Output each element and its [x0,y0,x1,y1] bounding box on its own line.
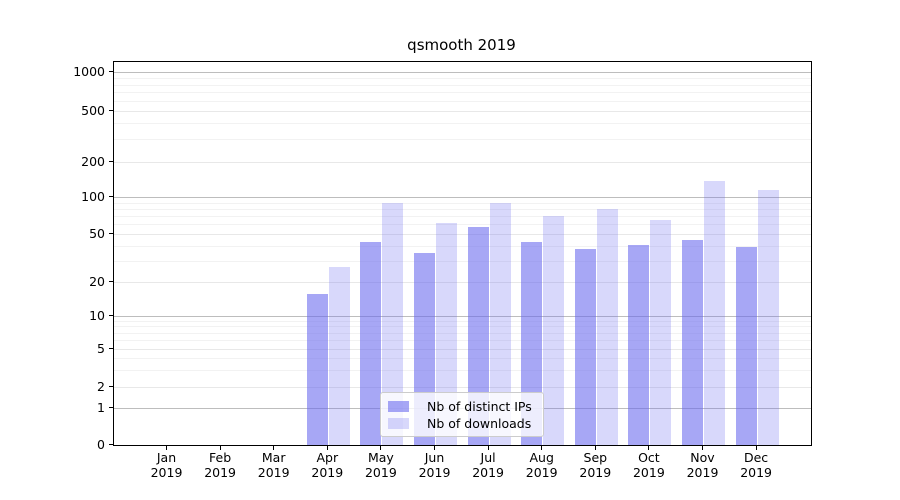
minor-gridline [114,215,811,217]
y-tick-mark [109,232,113,234]
minor-gridline [114,340,811,342]
bar-downloads [489,202,511,445]
x-tick-label: Jun 2019 [418,450,451,480]
gridline [114,71,811,73]
minor-gridline [114,224,811,226]
x-tick-mark [326,446,328,450]
y-tick-mark [109,70,113,72]
gridline [114,110,811,112]
minor-gridline [114,369,811,371]
bar-distinct-ips [467,227,489,445]
y-tick-label: 0 [97,436,105,452]
x-tick-label: Apr 2019 [311,450,344,480]
minor-gridline [114,357,811,359]
minor-gridline [114,332,811,334]
x-tick-label: Mar 2019 [257,450,290,480]
x-tick-label: Oct 2019 [632,450,665,480]
bar-downloads [757,189,779,445]
legend-item-downloads: Nb of downloads [388,415,536,431]
minor-gridline [114,208,811,210]
bar-distinct-ips [735,247,757,445]
gridline [114,386,811,388]
bar-distinct-ips [628,244,650,445]
y-tick-mark [109,407,113,409]
minor-gridline [114,92,811,94]
y-tick-mark [109,347,113,349]
bar-downloads [382,202,404,445]
gridline [114,315,811,317]
bar-downloads [436,222,457,445]
minor-gridline [114,260,811,262]
bar-downloads [543,215,565,445]
minor-gridline [114,77,811,79]
legend-label-distinct-ips: Nb of distinct IPs [427,398,532,414]
y-tick-label: 10 [89,307,105,323]
legend-swatch-distinct-ips [388,400,409,412]
gridline [114,282,811,284]
x-tick-mark [594,446,596,450]
x-tick-label: Feb 2019 [204,450,236,480]
gridline [114,197,811,198]
x-tick-mark [219,446,221,450]
x-tick-mark [380,446,382,450]
y-tick-mark [109,314,113,316]
bar-distinct-ips [574,248,596,445]
x-tick-label: Nov 2019 [686,450,719,480]
minor-gridline [114,139,811,141]
y-tick-mark [109,385,113,387]
x-tick-label: Aug 2019 [525,450,558,480]
bar-downloads [650,219,672,445]
x-tick-mark [487,446,489,450]
x-tick-mark [755,446,757,450]
y-tick-label: 100 [81,189,105,204]
y-tick-label: 500 [81,102,105,118]
legend-swatch-downloads [388,417,409,429]
bar-downloads [328,266,350,445]
minor-gridline [114,326,811,328]
bar-downloads [704,181,725,445]
x-tick-label: Dec 2019 [740,450,772,480]
x-tick-label: May 2019 [364,450,397,480]
y-tick-label: 20 [89,274,105,290]
y-tick-mark [109,196,113,197]
y-tick-mark [109,281,113,283]
x-tick-mark [702,446,703,450]
y-tick-mark [109,160,113,162]
bar-downloads [596,208,618,445]
x-tick-mark [434,446,435,450]
x-tick-mark [166,446,167,450]
minor-gridline [114,202,811,204]
minor-gridline [114,245,811,247]
legend: Nb of distinct IPs Nb of downloads [380,392,544,437]
y-tick-label: 1000 [73,63,105,79]
y-tick-label: 2 [97,378,105,394]
plot-area [113,61,812,446]
y-tick-label: 50 [89,225,105,241]
y-tick-label: 5 [97,340,105,356]
y-tick-mark [109,109,113,111]
legend-item-distinct-ips: Nb of distinct IPs [388,398,536,414]
minor-gridline [114,84,811,86]
bar-distinct-ips [360,242,382,445]
x-tick-label: Sep 2019 [579,450,612,480]
x-tick-mark [648,446,650,450]
chart-title: qsmooth 2019 [407,36,516,54]
gridline [114,161,811,163]
bar-distinct-ips [682,239,703,445]
legend-label-downloads: Nb of downloads [427,415,532,431]
gridline [114,348,811,350]
y-tick-label: 200 [81,153,105,169]
y-tick-label: 1 [97,400,105,416]
bar-distinct-ips [306,293,328,445]
minor-gridline [114,123,811,125]
x-tick-label: Jul 2019 [472,450,504,480]
x-tick-mark [273,446,275,450]
x-tick-mark [541,446,543,450]
minor-gridline [114,320,811,322]
y-tick-mark [109,443,113,445]
minor-gridline [114,100,811,102]
gridline [114,233,811,235]
x-tick-label: Jan 2019 [150,450,183,480]
